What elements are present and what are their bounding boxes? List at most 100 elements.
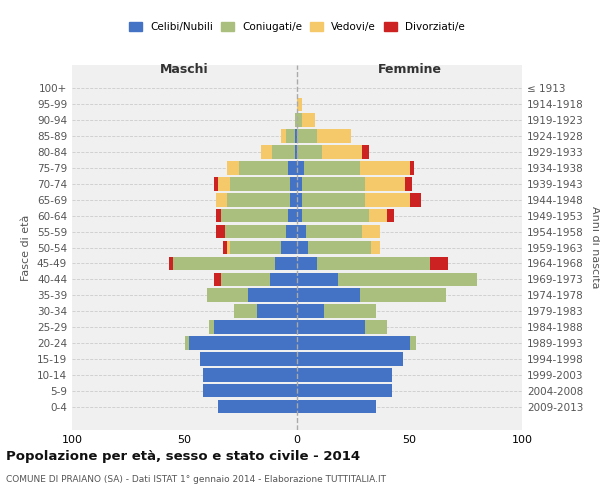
Bar bbox=[297, 130, 317, 143]
Bar bbox=[200, 352, 297, 366]
Bar bbox=[297, 288, 445, 302]
Bar bbox=[281, 240, 297, 254]
Bar bbox=[297, 304, 376, 318]
Bar bbox=[214, 272, 297, 286]
Bar bbox=[203, 384, 297, 398]
Bar bbox=[297, 384, 392, 398]
Bar bbox=[297, 225, 380, 238]
Bar bbox=[216, 193, 297, 206]
Bar bbox=[297, 209, 369, 222]
Bar bbox=[297, 225, 380, 238]
Bar bbox=[261, 145, 297, 159]
Bar bbox=[218, 400, 297, 413]
Bar bbox=[203, 368, 297, 382]
Bar bbox=[261, 145, 297, 159]
Bar bbox=[295, 145, 297, 159]
Bar bbox=[189, 336, 297, 350]
Bar bbox=[207, 288, 297, 302]
Bar bbox=[297, 225, 362, 238]
Text: COMUNE DI PRAIANO (SA) - Dati ISTAT 1° gennaio 2014 - Elaborazione TUTTITALIA.IT: COMUNE DI PRAIANO (SA) - Dati ISTAT 1° g… bbox=[6, 475, 386, 484]
Bar bbox=[297, 352, 403, 366]
Bar bbox=[221, 272, 297, 286]
Bar bbox=[207, 288, 297, 302]
Bar bbox=[297, 145, 362, 159]
Bar bbox=[297, 288, 445, 302]
Bar bbox=[225, 225, 297, 238]
Bar bbox=[214, 177, 297, 190]
Bar bbox=[297, 352, 403, 366]
Bar bbox=[203, 384, 297, 398]
Bar bbox=[297, 177, 365, 190]
Bar bbox=[297, 193, 421, 206]
Bar bbox=[297, 193, 365, 206]
Bar bbox=[297, 272, 337, 286]
Bar bbox=[173, 256, 297, 270]
Bar bbox=[297, 256, 448, 270]
Bar bbox=[185, 336, 297, 350]
Bar bbox=[297, 336, 416, 350]
Bar bbox=[227, 193, 297, 206]
Bar bbox=[227, 240, 297, 254]
Bar bbox=[203, 368, 297, 382]
Bar bbox=[185, 336, 297, 350]
Bar bbox=[297, 161, 360, 174]
Bar bbox=[227, 161, 297, 174]
Bar bbox=[297, 400, 376, 413]
Bar bbox=[297, 114, 302, 127]
Text: Popolazione per età, sesso e stato civile - 2014: Popolazione per età, sesso e stato civil… bbox=[6, 450, 360, 463]
Bar bbox=[297, 177, 302, 190]
Bar bbox=[297, 304, 376, 318]
Bar bbox=[297, 384, 392, 398]
Bar bbox=[295, 114, 297, 127]
Bar bbox=[297, 272, 477, 286]
Bar bbox=[272, 145, 297, 159]
Bar bbox=[297, 256, 430, 270]
Bar bbox=[297, 256, 317, 270]
Bar bbox=[214, 320, 297, 334]
Bar bbox=[297, 193, 302, 206]
Bar bbox=[200, 352, 297, 366]
Bar bbox=[290, 193, 297, 206]
Bar bbox=[225, 225, 297, 238]
Bar bbox=[173, 256, 297, 270]
Bar bbox=[209, 320, 297, 334]
Bar bbox=[169, 256, 297, 270]
Bar bbox=[297, 304, 376, 318]
Bar bbox=[297, 256, 430, 270]
Bar bbox=[297, 384, 392, 398]
Bar bbox=[297, 209, 394, 222]
Bar bbox=[203, 368, 297, 382]
Y-axis label: Fasce di età: Fasce di età bbox=[22, 214, 31, 280]
Bar bbox=[297, 336, 409, 350]
Bar bbox=[297, 193, 409, 206]
Bar bbox=[297, 225, 306, 238]
Bar bbox=[200, 352, 297, 366]
Bar bbox=[297, 272, 477, 286]
Bar bbox=[200, 352, 297, 366]
Bar bbox=[286, 130, 297, 143]
Bar bbox=[297, 400, 376, 413]
Bar bbox=[297, 240, 308, 254]
Bar bbox=[203, 384, 297, 398]
Bar bbox=[275, 256, 297, 270]
Bar bbox=[297, 288, 445, 302]
Text: Maschi: Maschi bbox=[160, 62, 209, 76]
Bar bbox=[297, 400, 376, 413]
Bar bbox=[297, 240, 380, 254]
Bar bbox=[297, 114, 315, 127]
Bar bbox=[295, 114, 297, 127]
Bar bbox=[297, 320, 387, 334]
Bar bbox=[297, 161, 414, 174]
Bar bbox=[218, 400, 297, 413]
Bar bbox=[297, 400, 376, 413]
Bar bbox=[286, 225, 297, 238]
Bar bbox=[221, 209, 297, 222]
Bar bbox=[297, 177, 405, 190]
Bar bbox=[297, 177, 412, 190]
Bar bbox=[216, 193, 297, 206]
Bar bbox=[218, 400, 297, 413]
Bar bbox=[295, 114, 297, 127]
Bar bbox=[297, 209, 387, 222]
Bar bbox=[288, 161, 297, 174]
Bar bbox=[297, 384, 392, 398]
